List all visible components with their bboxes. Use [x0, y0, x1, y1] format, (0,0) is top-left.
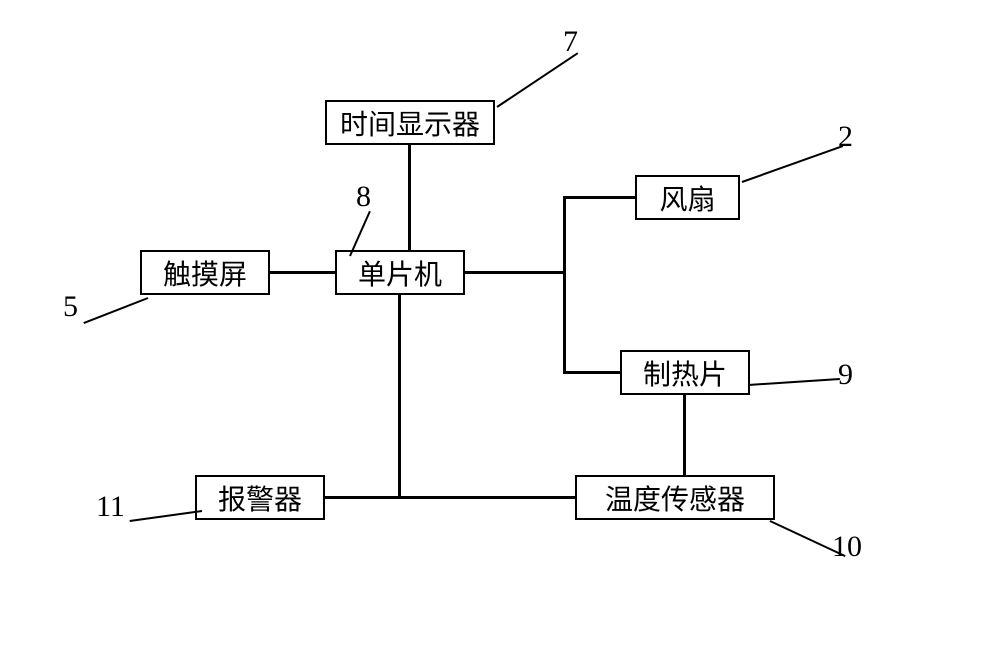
ref-num-2: 2: [838, 120, 853, 154]
node-label: 报警器: [218, 478, 302, 518]
wire: [325, 496, 400, 499]
node-alarm: 报警器: [195, 475, 325, 520]
ref-num-11: 11: [96, 490, 125, 524]
diagram-canvas: 时间显示器 风扇 触摸屏 单片机 制热片 报警器 温度传感器 7 2 8 5 9…: [0, 0, 1000, 646]
node-label: 单片机: [358, 253, 442, 293]
node-label: 温度传感器: [605, 478, 745, 518]
wire: [398, 496, 575, 499]
node-time-display: 时间显示器: [325, 100, 495, 145]
wire: [398, 295, 401, 498]
leader-line: [748, 378, 840, 386]
wire: [270, 271, 335, 274]
node-fan: 风扇: [635, 175, 740, 220]
node-temp-sensor: 温度传感器: [575, 475, 775, 520]
wire: [683, 395, 686, 475]
node-touchscreen: 触摸屏: [140, 250, 270, 295]
node-label: 时间显示器: [340, 103, 480, 143]
leader-line: [84, 297, 149, 324]
node-label: 风扇: [659, 178, 715, 218]
ref-num-8: 8: [356, 180, 371, 214]
wire: [563, 196, 566, 273]
node-label: 制热片: [643, 353, 727, 393]
wire: [563, 196, 637, 199]
leader-line: [742, 145, 844, 183]
wire: [465, 271, 565, 274]
leader-line: [496, 52, 578, 108]
wire: [563, 371, 622, 374]
ref-num-9: 9: [838, 358, 853, 392]
leader-line: [130, 510, 202, 522]
ref-num-5: 5: [63, 290, 78, 324]
wire: [563, 271, 566, 374]
node-mcu: 单片机: [335, 250, 465, 295]
node-label: 触摸屏: [163, 253, 247, 293]
node-heater: 制热片: [620, 350, 750, 395]
wire: [408, 145, 411, 250]
ref-num-10: 10: [832, 530, 862, 564]
